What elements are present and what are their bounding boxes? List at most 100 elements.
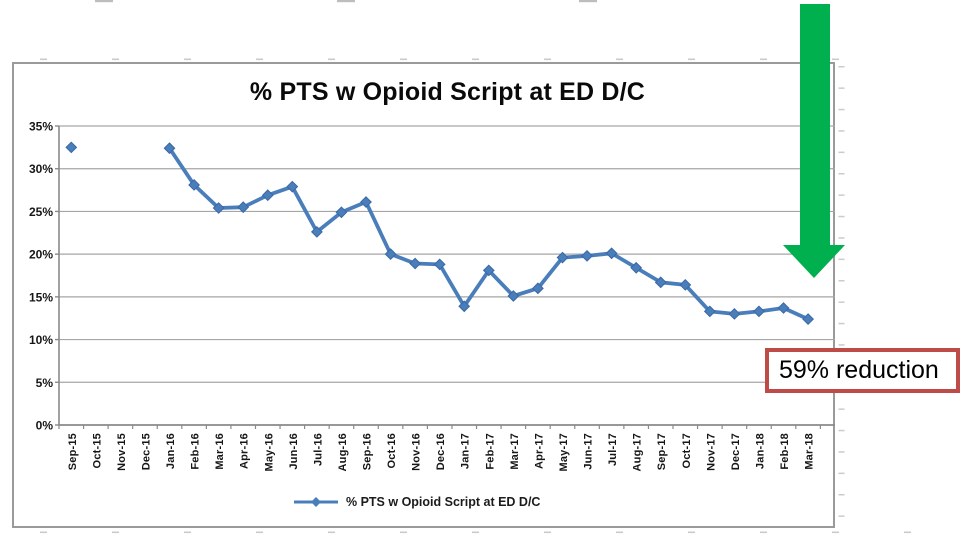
x-axis-label: Nov-15 bbox=[116, 433, 128, 471]
slide-grid-dash bbox=[256, 531, 263, 534]
slide-grid-dash bbox=[256, 58, 263, 61]
data-point-marker bbox=[458, 300, 471, 313]
data-point-marker bbox=[777, 302, 790, 314]
x-axis-label: Mar-18 bbox=[804, 433, 816, 470]
reduction-callout[interactable]: 59% reduction bbox=[765, 348, 960, 393]
x-axis-label: May-17 bbox=[558, 433, 570, 472]
slide-grid-dash bbox=[838, 280, 845, 282]
slide-grid-dash bbox=[838, 237, 845, 239]
x-axis-label: Sep-15 bbox=[67, 433, 79, 470]
slide-grid-dash bbox=[616, 58, 623, 61]
data-point-marker bbox=[531, 282, 544, 295]
slide-grid-dash bbox=[904, 531, 911, 534]
data-point-marker bbox=[482, 264, 495, 277]
slide-grid-dash bbox=[40, 58, 47, 61]
slide-grid-dash bbox=[838, 87, 845, 89]
x-axis-label: Feb-17 bbox=[484, 433, 496, 470]
data-point-marker bbox=[65, 141, 78, 154]
y-axis-label: 30% bbox=[29, 162, 53, 176]
x-axis-label: Jan-16 bbox=[165, 433, 177, 469]
slide-grid-dash bbox=[760, 58, 767, 61]
data-point-marker bbox=[409, 257, 422, 270]
slide-grid-dash bbox=[838, 515, 845, 517]
data-point-marker bbox=[237, 201, 250, 214]
slide-grid-dash bbox=[838, 344, 845, 346]
slide-grid-dash bbox=[400, 531, 407, 534]
data-point-marker bbox=[507, 290, 520, 302]
x-axis-label: May-16 bbox=[263, 433, 275, 472]
x-axis-label: Jan-18 bbox=[755, 433, 767, 469]
data-point-marker bbox=[433, 258, 446, 271]
data-point-marker bbox=[286, 180, 299, 193]
x-axis-label: Dec-17 bbox=[730, 433, 742, 470]
slide-grid-dash bbox=[760, 531, 767, 534]
reduction-callout-text: 59% reduction bbox=[779, 356, 939, 384]
slide-grid-dash bbox=[328, 58, 335, 61]
x-axis-label: Oct-15 bbox=[91, 433, 103, 468]
y-axis-label: 10% bbox=[29, 333, 53, 347]
slide-grid-dash bbox=[832, 531, 839, 534]
data-point-marker bbox=[212, 202, 225, 214]
slide-grid-dash bbox=[544, 531, 551, 534]
x-axis-label: Jun-16 bbox=[288, 433, 300, 470]
series-line bbox=[167, 146, 810, 321]
y-axis-label: 0% bbox=[36, 419, 54, 433]
data-point-marker bbox=[581, 249, 593, 262]
slide-grid-dash bbox=[838, 494, 845, 496]
x-axis-label: Nov-17 bbox=[705, 433, 717, 471]
slide-grid-dash bbox=[838, 429, 845, 432]
slide-grid-dash bbox=[472, 531, 479, 534]
slide-grid-dash bbox=[838, 322, 845, 325]
data-point-marker bbox=[335, 206, 348, 219]
down-arrow[interactable] bbox=[780, 0, 850, 285]
x-axis-label: Jul-16 bbox=[312, 433, 324, 466]
down-arrow-icon bbox=[783, 4, 845, 278]
slide-grid-dash bbox=[688, 58, 695, 61]
slide-grid-dash bbox=[838, 215, 845, 218]
slide-grid-dash bbox=[616, 531, 623, 534]
slide-grid-dash bbox=[838, 66, 845, 68]
x-axis-label: Jul-17 bbox=[607, 433, 619, 466]
slide-grid-dash bbox=[95, 0, 113, 3]
x-axis-label: Dec-15 bbox=[141, 433, 153, 470]
slide-grid-dash bbox=[40, 531, 47, 534]
slide-grid-dash bbox=[337, 0, 355, 3]
x-axis-label: Apr-16 bbox=[239, 433, 251, 469]
slide-grid-dash bbox=[184, 531, 191, 534]
x-axis-label: Jun-17 bbox=[583, 433, 595, 470]
slide-grid-dash bbox=[688, 531, 695, 534]
chart-area[interactable] bbox=[12, 62, 835, 528]
slide-grid-dash bbox=[838, 194, 845, 196]
data-point-marker bbox=[556, 251, 569, 264]
data-point-marker bbox=[802, 313, 815, 326]
slide-grid-dash bbox=[112, 58, 119, 61]
slide-grid-dash bbox=[838, 151, 845, 154]
data-point-marker bbox=[261, 189, 274, 202]
slide-grid-dash bbox=[184, 58, 191, 61]
legend-line-marker-icon bbox=[294, 497, 338, 507]
x-axis-label: Jan-17 bbox=[460, 433, 472, 469]
x-axis-label: Mar-16 bbox=[214, 433, 226, 470]
slide-grid-dash bbox=[400, 58, 407, 61]
x-axis-label: Aug-17 bbox=[632, 433, 644, 471]
slide-grid-dash bbox=[838, 301, 845, 303]
x-axis-label: Sep-17 bbox=[656, 433, 668, 470]
data-point-marker bbox=[310, 225, 323, 238]
slide-grid-dash bbox=[838, 408, 845, 410]
data-point-marker bbox=[654, 276, 667, 289]
data-point-marker bbox=[630, 261, 643, 274]
x-axis-label: Sep-16 bbox=[362, 433, 374, 470]
slide-grid-dash bbox=[838, 451, 845, 453]
data-point-marker bbox=[384, 248, 397, 261]
y-axis-label: 5% bbox=[36, 376, 54, 390]
slide-grid-dash bbox=[838, 130, 845, 132]
chart-title: % PTS w Opioid Script at ED D/C bbox=[249, 78, 646, 106]
y-axis-label: 35% bbox=[29, 120, 53, 134]
data-point-marker bbox=[679, 278, 692, 291]
y-axis-label: 20% bbox=[29, 248, 53, 262]
data-point-marker bbox=[360, 196, 372, 208]
slide-grid-dash bbox=[838, 173, 845, 175]
x-axis-label: Oct-16 bbox=[386, 433, 398, 468]
